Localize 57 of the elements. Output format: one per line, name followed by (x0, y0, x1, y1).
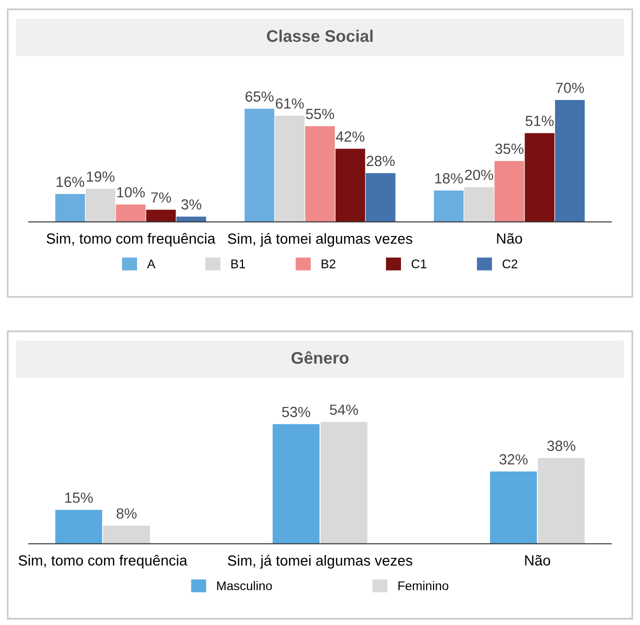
x-tick-label: Sim, tomo com frequência (18, 554, 188, 569)
bar (103, 526, 150, 544)
data-label: 70% (556, 82, 584, 94)
bar (494, 160, 524, 222)
bar (176, 216, 206, 222)
data-label: 19% (86, 171, 114, 182)
data-label: 10% (117, 187, 145, 198)
bar (555, 100, 585, 222)
bar (274, 116, 305, 222)
bar (538, 458, 585, 544)
chart-title: Classe Social (266, 30, 373, 42)
data-label: 35% (495, 144, 524, 154)
bar (366, 173, 396, 222)
data-label: 18% (435, 173, 463, 184)
legend-label: C2 (502, 259, 518, 268)
bar (116, 204, 146, 222)
legend-label: Masculino (217, 581, 272, 590)
legend-label: B2 (322, 259, 336, 268)
data-label: 51% (526, 116, 554, 126)
bar (86, 188, 116, 222)
bar (320, 422, 368, 544)
bar (434, 190, 464, 222)
chart-title: Gênero (292, 351, 349, 364)
data-label: 28% (366, 156, 395, 166)
x-tick-label: Não (525, 554, 550, 566)
data-label: 15% (65, 492, 93, 503)
bar (55, 510, 102, 544)
data-label: 61% (276, 98, 304, 109)
bar (146, 210, 176, 222)
legend-label: Feminino (398, 581, 448, 590)
x-tick-label: Sim, já tomei algumas vezes (228, 554, 412, 569)
data-label: 53% (282, 406, 310, 418)
bar (524, 133, 554, 222)
bar (464, 187, 494, 222)
legend-label: A (147, 260, 156, 268)
data-label: 3% (181, 199, 202, 210)
data-label: 20% (465, 170, 494, 180)
bar (490, 472, 537, 544)
x-tick-label: Sim, tomo com frequência (46, 232, 216, 247)
data-label: 7% (151, 192, 171, 203)
bar (335, 148, 366, 222)
legend-label: B1 (231, 260, 246, 268)
bar (305, 126, 335, 222)
x-tick-label: Não (497, 233, 522, 244)
data-label: 54% (330, 404, 358, 415)
data-label: 32% (499, 454, 528, 465)
bar (55, 194, 85, 222)
data-label: 8% (116, 508, 137, 519)
legend-label: C1 (412, 259, 426, 268)
data-label: 38% (547, 440, 576, 451)
data-label: 65% (246, 91, 274, 102)
x-tick-label: Sim, já tomei algumas vezes (228, 232, 412, 247)
data-label: 42% (336, 131, 364, 142)
data-label: 55% (306, 108, 334, 120)
bar (244, 108, 274, 222)
data-label: 16% (56, 176, 84, 187)
bar (272, 424, 320, 544)
